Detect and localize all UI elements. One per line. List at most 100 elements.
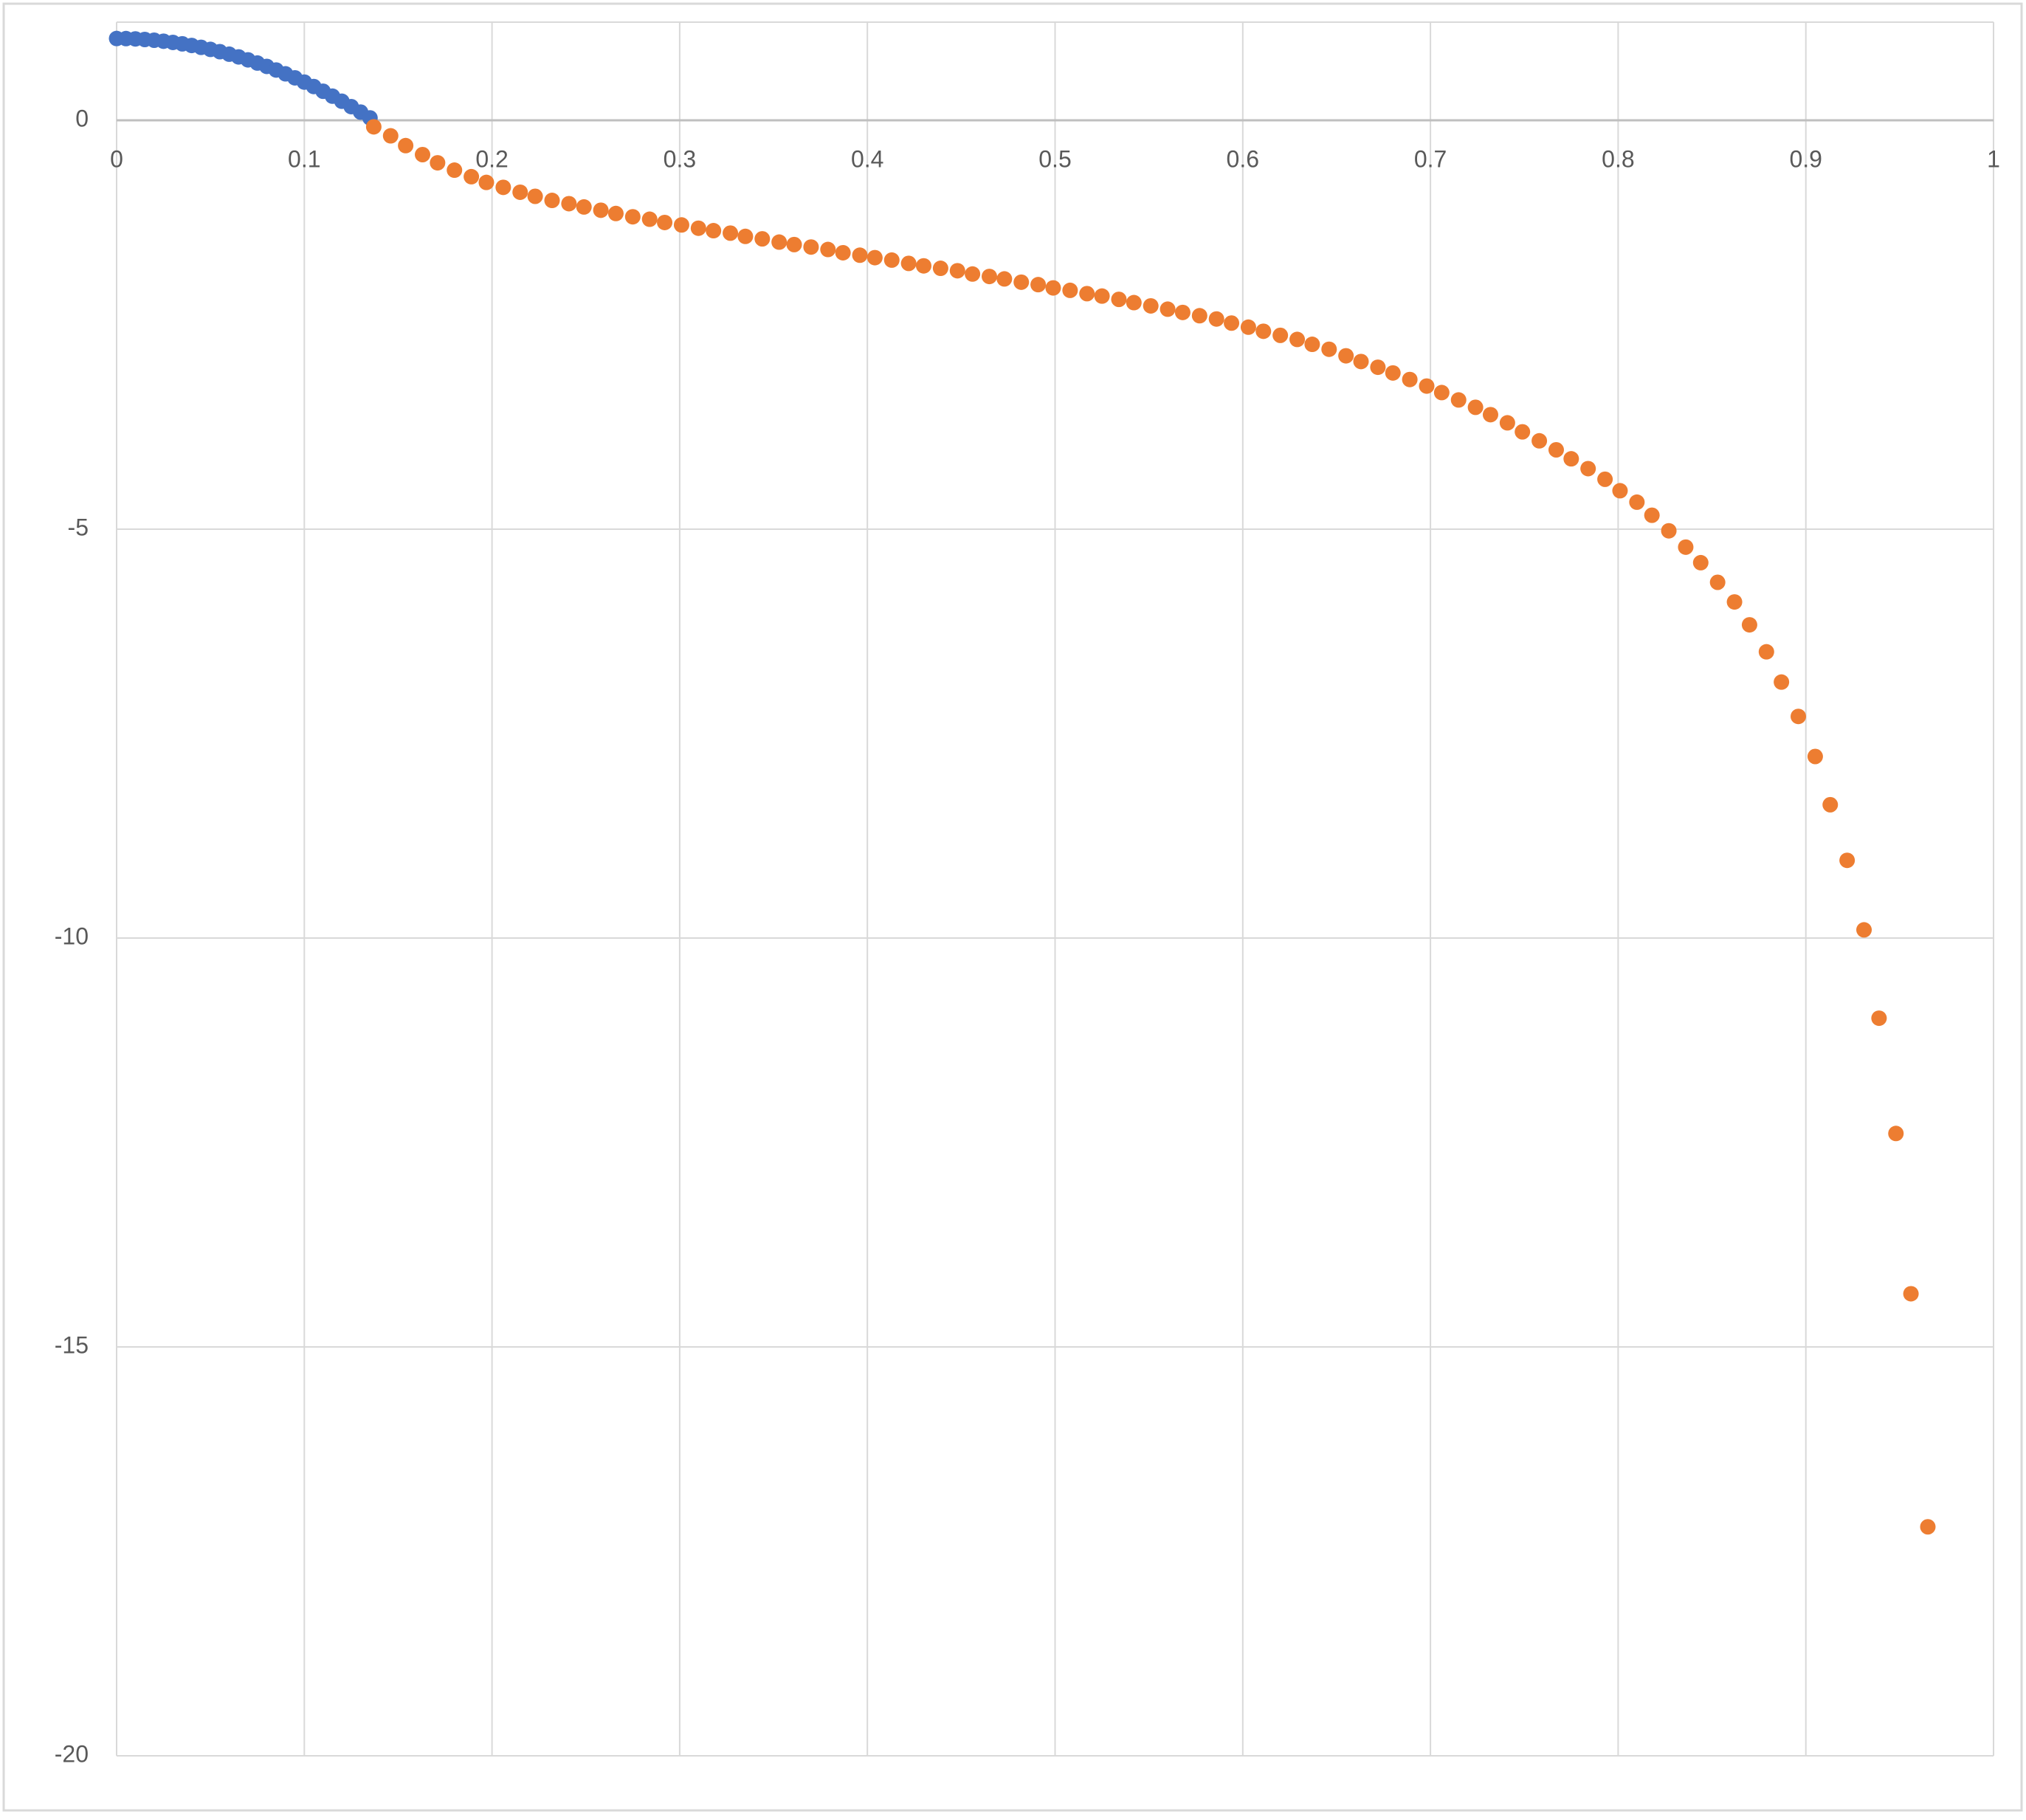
x-tick-label: 0.4 (851, 145, 883, 172)
data-point (1871, 1010, 1887, 1027)
data-point (593, 202, 609, 218)
data-point (464, 168, 480, 185)
data-point (398, 137, 414, 154)
data-point (1045, 280, 1061, 296)
data-point (1807, 748, 1823, 765)
x-tick-label: 0.1 (288, 145, 320, 172)
data-point (657, 214, 673, 230)
data-point (1450, 392, 1467, 408)
data-point (981, 269, 997, 285)
data-point (1255, 323, 1272, 339)
data-point (1612, 483, 1628, 499)
data-point (641, 211, 658, 227)
x-tick-label: 0.6 (1227, 145, 1259, 172)
data-point (996, 271, 1013, 287)
data-point (1629, 494, 1645, 510)
x-tick-label: 0 (110, 145, 123, 172)
data-point (1240, 319, 1256, 335)
data-point (1467, 399, 1484, 416)
data-point (1208, 311, 1224, 327)
data-point (1079, 286, 1095, 302)
data-point (673, 217, 689, 233)
data-point (1822, 796, 1839, 813)
data-point (1419, 378, 1435, 394)
data-point (949, 263, 965, 279)
data-point (1548, 441, 1564, 458)
data-point (932, 261, 948, 277)
data-point (415, 146, 431, 162)
data-point (690, 220, 706, 236)
data-point (1644, 507, 1660, 523)
data-point (900, 255, 917, 272)
data-point (706, 223, 722, 239)
data-point (1062, 282, 1078, 298)
y-tick-label: -10 (55, 923, 89, 949)
data-point (1920, 1519, 1936, 1535)
data-point (1903, 1286, 1919, 1302)
data-point (1224, 315, 1240, 331)
data-point (1709, 574, 1726, 590)
data-point (607, 205, 624, 221)
y-tick-label: -20 (55, 1740, 89, 1767)
data-point (1030, 277, 1047, 293)
data-point (1531, 432, 1548, 449)
data-point (382, 128, 399, 144)
data-point (1563, 451, 1579, 467)
data-point (1402, 371, 1418, 387)
data-point (1515, 424, 1531, 440)
data-point (1160, 301, 1176, 317)
x-tick-label: 0.2 (475, 145, 508, 172)
data-point (803, 239, 819, 255)
data-point (1580, 461, 1596, 477)
data-point (820, 241, 836, 258)
data-point (1758, 644, 1774, 660)
data-point (1791, 709, 1807, 725)
x-tick-label: 1 (1987, 145, 2000, 172)
data-point (1191, 308, 1207, 324)
y-tick-label: -5 (68, 514, 89, 540)
data-point (1094, 288, 1110, 304)
data-point (561, 196, 577, 212)
data-point (624, 209, 641, 225)
data-point (723, 225, 739, 241)
data-point (544, 193, 560, 209)
y-tick-label: 0 (75, 105, 89, 131)
data-point (754, 231, 771, 247)
data-point (1741, 617, 1757, 633)
data-point (430, 155, 446, 171)
data-point (1126, 294, 1142, 311)
data-point (965, 266, 981, 282)
data-point (1726, 594, 1743, 610)
data-point (771, 234, 788, 250)
data-point (1678, 539, 1694, 555)
data-point (365, 119, 382, 135)
data-point (1692, 554, 1709, 571)
data-point (478, 174, 495, 190)
data-point (1774, 674, 1790, 690)
data-point (786, 236, 802, 252)
data-point (1661, 523, 1677, 539)
data-point (866, 249, 883, 266)
data-point (835, 244, 851, 261)
data-point (1353, 354, 1369, 370)
data-point (1338, 348, 1354, 364)
data-point (1013, 274, 1030, 290)
x-tick-label: 0.7 (1414, 145, 1447, 172)
data-point (1370, 359, 1386, 376)
data-point (1385, 365, 1401, 381)
data-point (737, 228, 754, 244)
data-point (1174, 304, 1191, 320)
x-tick-label: 0.9 (1789, 145, 1822, 172)
data-point (527, 188, 543, 204)
data-point (1143, 297, 1159, 314)
data-point (1597, 471, 1613, 487)
data-point (1433, 385, 1450, 401)
data-point (915, 258, 931, 274)
y-tick-label: -15 (55, 1331, 89, 1358)
data-point (1272, 327, 1289, 343)
data-point (1304, 337, 1320, 353)
data-point (1111, 292, 1127, 308)
